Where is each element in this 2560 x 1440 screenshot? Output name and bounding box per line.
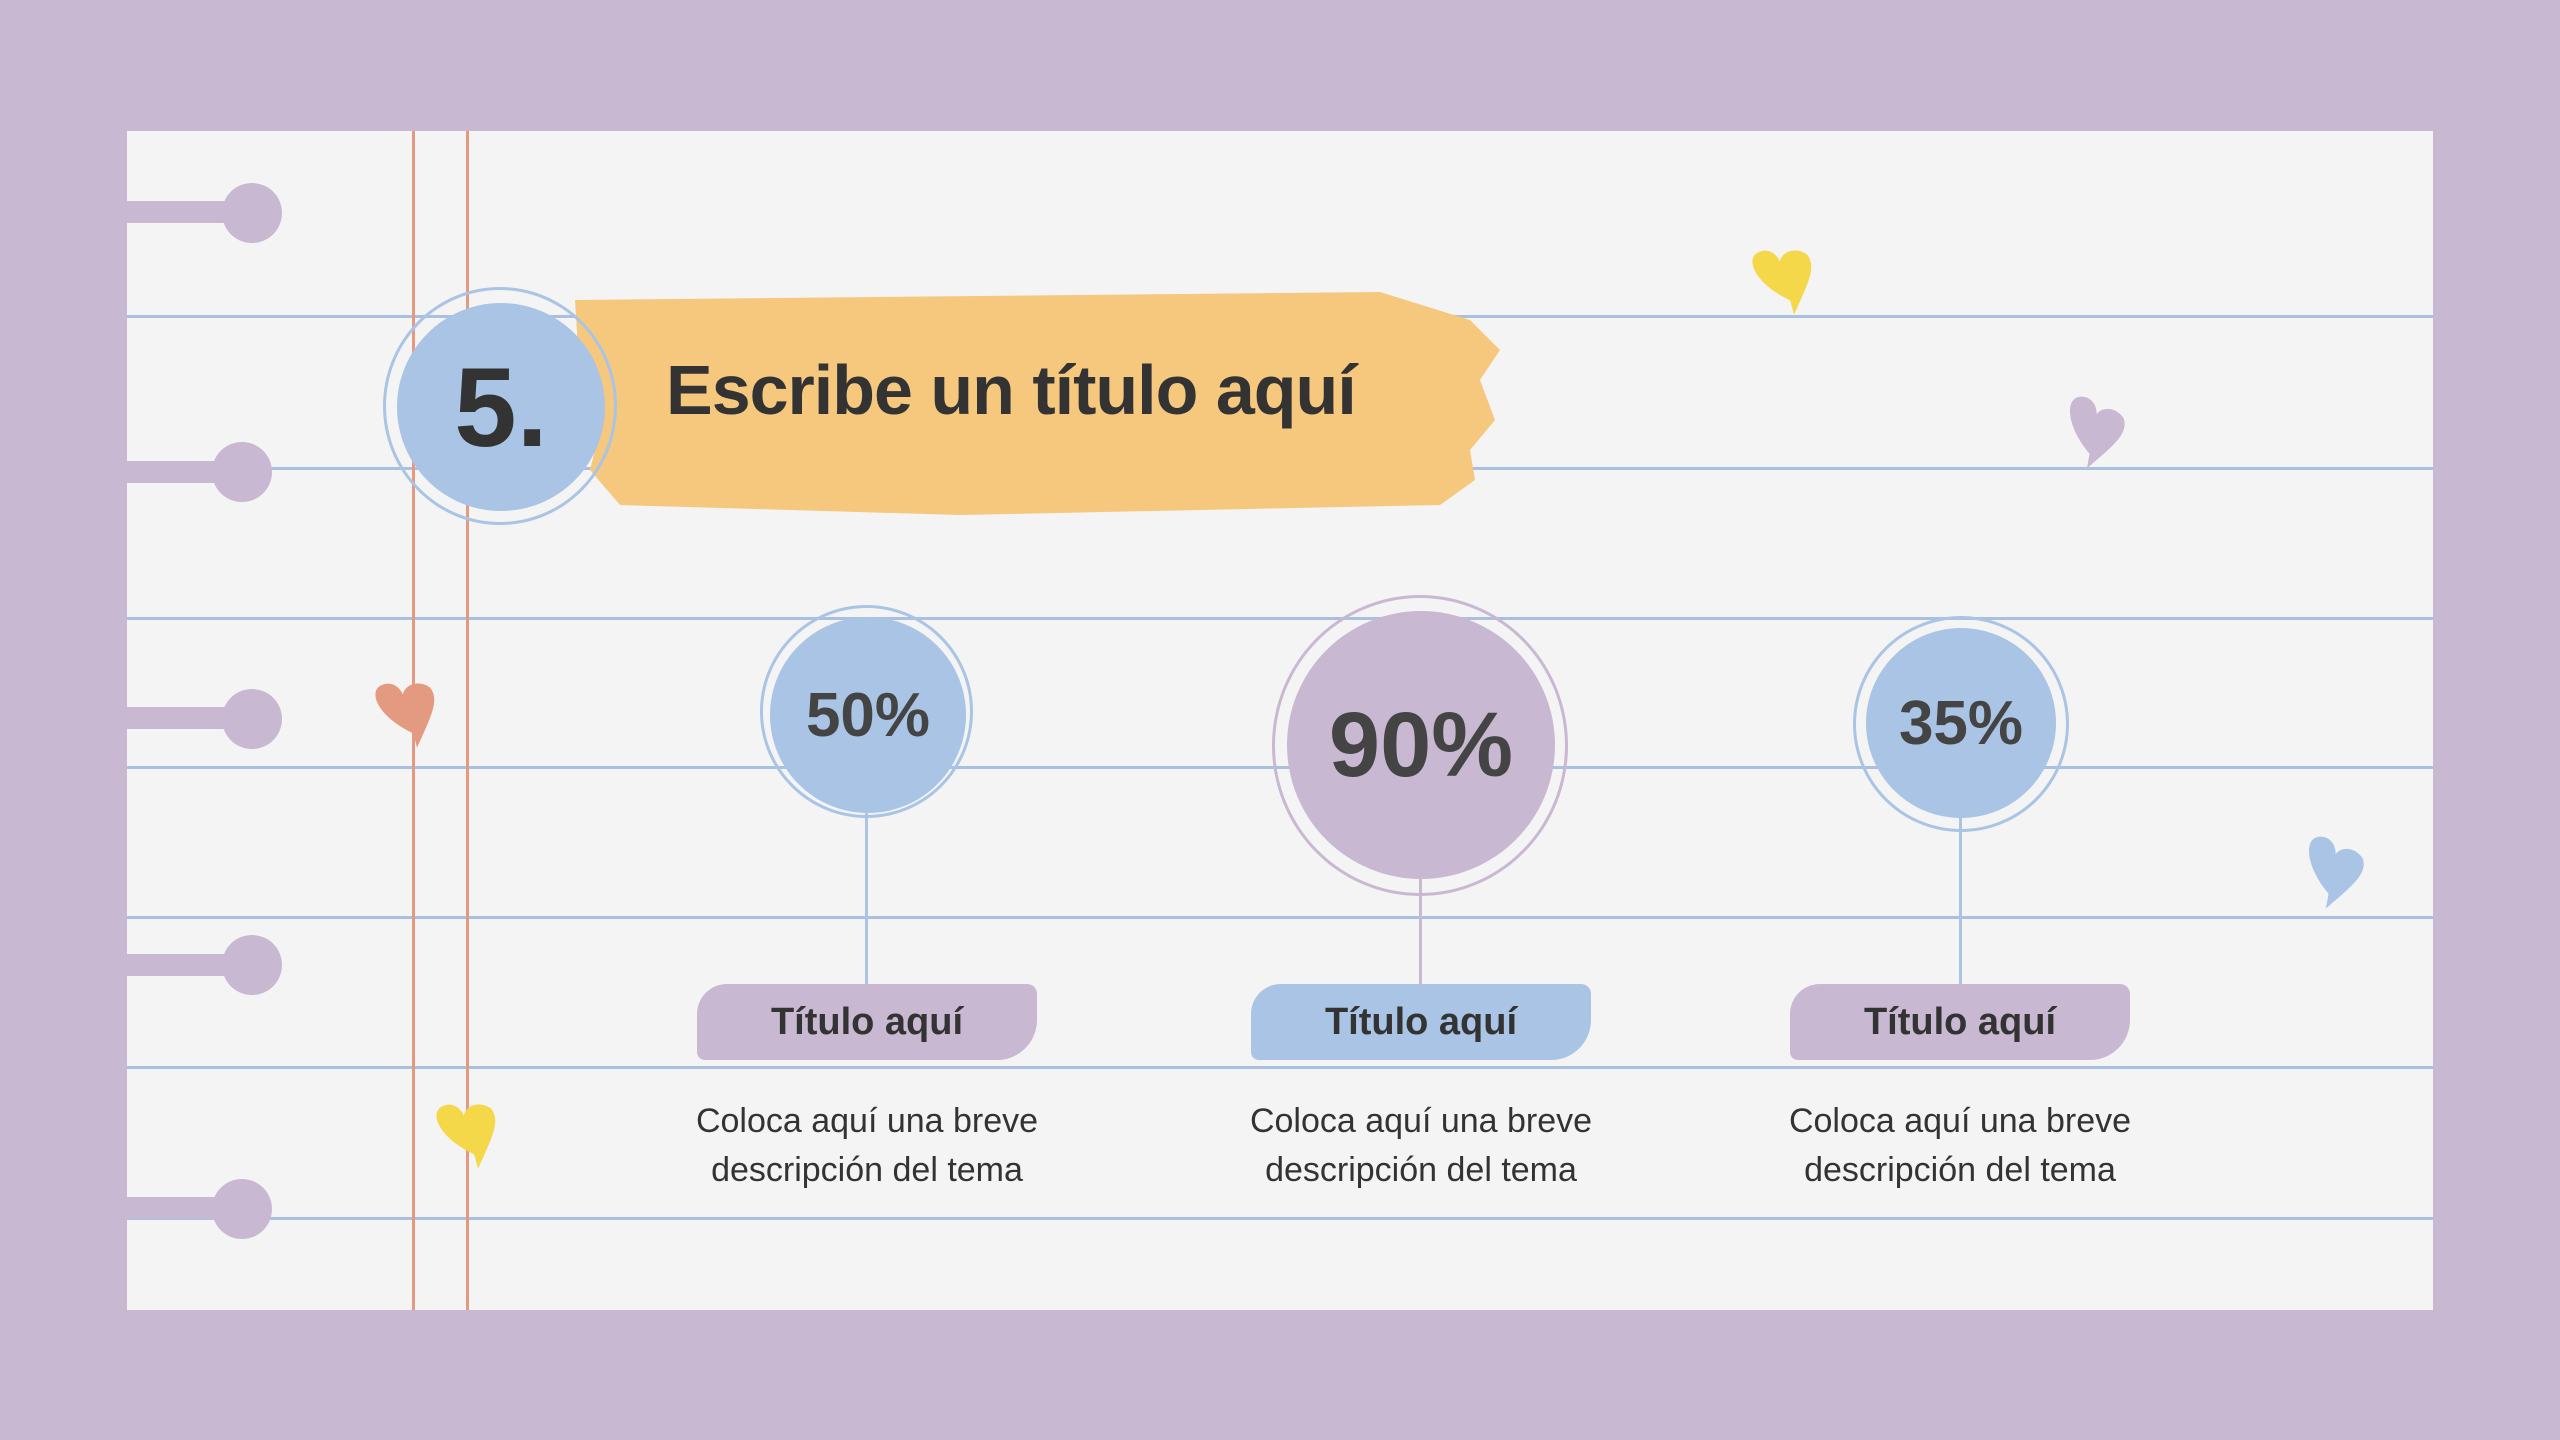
percent-circle: 90% [1287,611,1555,879]
rule-line [127,617,2433,620]
description-line: descripción del tema [1265,1151,1577,1189]
circle-outline [1272,595,1568,896]
binder-hole [212,442,272,502]
heart-icon [1752,250,1812,315]
binder-hole [212,1179,272,1239]
connector-line [1419,870,1422,985]
item-description: Coloca aquí una breve descripción del tem… [657,1097,1077,1195]
margin-line [466,131,469,1310]
heart-icon [2070,396,2125,469]
description-line: descripción del tema [1804,1151,2116,1189]
connector-line [1959,815,1962,985]
rule-line [127,916,2433,919]
section-number: 5. [454,344,548,470]
circle-outline [1853,616,2069,832]
heart-icon [375,683,435,748]
rule-line [127,1066,2433,1069]
heart-icon [2309,836,2364,909]
binder-hole [222,689,282,749]
item-description: Coloca aquí una breve descripción del tem… [1750,1097,2170,1195]
percent-value: 35% [1898,688,2024,758]
section-number-badge: 5. [397,303,605,511]
binder-hole [222,935,282,995]
description-line: descripción del tema [711,1151,1023,1189]
description-line: Coloca aquí una breve [1249,1102,1593,1140]
percent-value: 50% [805,680,931,750]
slide-title: Escribe un título aquí [666,351,1357,429]
item-title-label: Título aquí [697,984,1037,1060]
item-description: Coloca aquí una breve descripción del tem… [1211,1097,1631,1195]
item-title-label: Título aquí [1790,984,2130,1060]
circle-outline [760,605,973,818]
percent-circle: 50% [770,617,966,813]
percent-value: 90% [1328,693,1514,796]
description-line: Coloca aquí una breve [1788,1102,2132,1140]
percent-circle: 35% [1866,628,2056,818]
description-line: Coloca aquí una breve [695,1102,1039,1140]
title-circle-outline [383,287,617,525]
title-brush-stroke [575,292,1500,515]
connector-line [865,805,868,985]
heart-icon [436,1104,496,1169]
item-title-label: Título aquí [1251,984,1591,1060]
rule-line [127,1217,2433,1220]
binder-hole [222,183,282,243]
